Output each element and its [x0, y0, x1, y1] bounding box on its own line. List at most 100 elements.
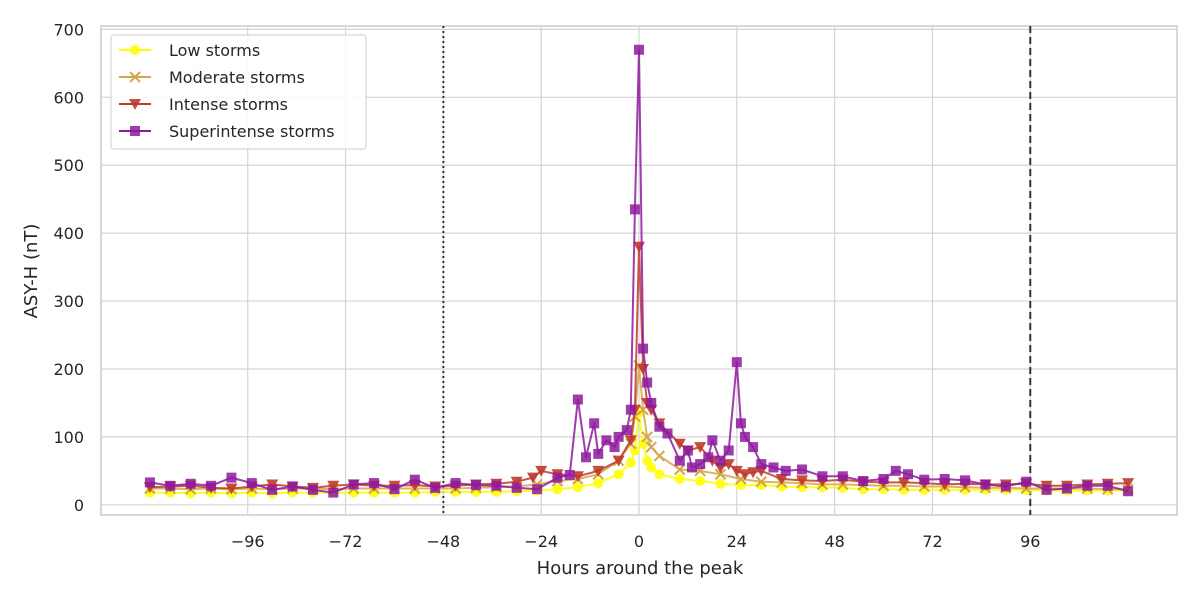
data-point: [695, 459, 706, 470]
data-point: [780, 465, 791, 476]
data-point: [267, 484, 278, 495]
x-tick-label: 24: [727, 532, 747, 551]
legend: Low storms Moderate storms Intense storms S…: [110, 34, 367, 150]
legend-marker: [129, 99, 141, 110]
data-point: [328, 487, 339, 498]
data-point: [638, 343, 649, 354]
data-point: [287, 481, 298, 492]
data-point: [1000, 481, 1011, 492]
x-tick-label: −72: [329, 532, 363, 551]
data-point: [775, 474, 788, 486]
data-point: [470, 480, 481, 491]
data-point: [409, 474, 420, 485]
data-point: [796, 475, 809, 487]
data-point: [674, 455, 685, 466]
data-point: [226, 472, 237, 483]
data-point: [1122, 478, 1135, 490]
data-point: [369, 478, 380, 489]
legend-label: Intense storms: [169, 95, 288, 114]
data-point: [662, 428, 673, 439]
y-tick-label: 0: [74, 496, 84, 515]
data-point: [654, 421, 665, 432]
data-point: [348, 479, 359, 490]
legend-entry: Low storms: [119, 41, 260, 60]
data-point: [714, 468, 727, 480]
data-point: [450, 478, 461, 489]
x-tick-label: 0: [634, 532, 644, 551]
data-point: [625, 404, 636, 415]
data-point: [206, 480, 217, 491]
data-point: [609, 442, 620, 453]
data-point: [642, 377, 653, 388]
x-tick-label: −96: [231, 532, 265, 551]
data-point: [589, 418, 600, 429]
data-point: [707, 435, 718, 446]
data-point: [980, 479, 991, 490]
legend-label: Superintense storms: [169, 122, 335, 141]
data-point: [527, 472, 540, 484]
data-point: [629, 204, 640, 215]
data-point: [225, 483, 238, 495]
legend-label: Low storms: [169, 41, 260, 60]
data-point: [641, 431, 653, 443]
data-point: [327, 480, 340, 492]
x-tick-label: −48: [426, 532, 460, 551]
data-point: [571, 471, 584, 483]
data-point: [1021, 476, 1032, 487]
data-point: [756, 459, 767, 470]
y-tick-label: 100: [53, 428, 84, 447]
data-point: [722, 459, 735, 471]
data-point: [572, 394, 583, 405]
data-point: [621, 425, 632, 436]
data-point: [939, 474, 950, 485]
x-tick-label: 96: [1020, 532, 1040, 551]
data-point: [747, 467, 760, 479]
data-point: [653, 450, 666, 462]
data-point: [715, 478, 726, 489]
legend-entry: Intense storms: [119, 95, 288, 114]
data-point: [307, 484, 318, 495]
data-point: [735, 418, 746, 429]
data-point: [624, 435, 637, 447]
data-point: [738, 469, 751, 481]
y-tick-label: 300: [53, 292, 84, 311]
data-point: [165, 480, 176, 491]
data-point: [592, 465, 605, 477]
data-point: [858, 476, 869, 487]
data-point: [646, 462, 657, 473]
y-axis-title: ASY-H (nT): [21, 224, 42, 319]
y-tick-label: 500: [53, 156, 84, 175]
data-point: [491, 480, 502, 491]
data-point: [1123, 486, 1134, 497]
data-point: [389, 484, 400, 495]
data-point: [535, 465, 548, 477]
data-point: [629, 445, 640, 456]
data-point: [246, 478, 257, 489]
data-point: [612, 455, 625, 467]
data-point: [686, 462, 697, 473]
data-point: [144, 477, 155, 488]
legend-marker: [130, 45, 140, 55]
data-point: [601, 435, 612, 446]
x-tick-label: 72: [922, 532, 942, 551]
series-3: [144, 44, 1134, 498]
y-tick-label: 200: [53, 360, 84, 379]
data-point: [646, 397, 657, 408]
legend-entry: Superintense storms: [119, 122, 335, 141]
data-point: [897, 477, 910, 489]
data-point: [748, 442, 759, 453]
data-point: [674, 463, 686, 476]
data-point: [185, 478, 196, 489]
data-point: [645, 441, 657, 453]
data-point: [673, 438, 686, 450]
data-point: [511, 482, 522, 493]
x-axis-ticks: −96 −72 −48 −24 0 24 48 72 96: [231, 532, 1041, 551]
data-point: [837, 471, 848, 482]
legend-label: Moderate storms: [169, 68, 305, 87]
data-point: [755, 476, 767, 488]
data-point: [613, 469, 624, 480]
data-point: [739, 431, 750, 442]
data-point: [703, 452, 714, 463]
data-point: [919, 474, 930, 485]
